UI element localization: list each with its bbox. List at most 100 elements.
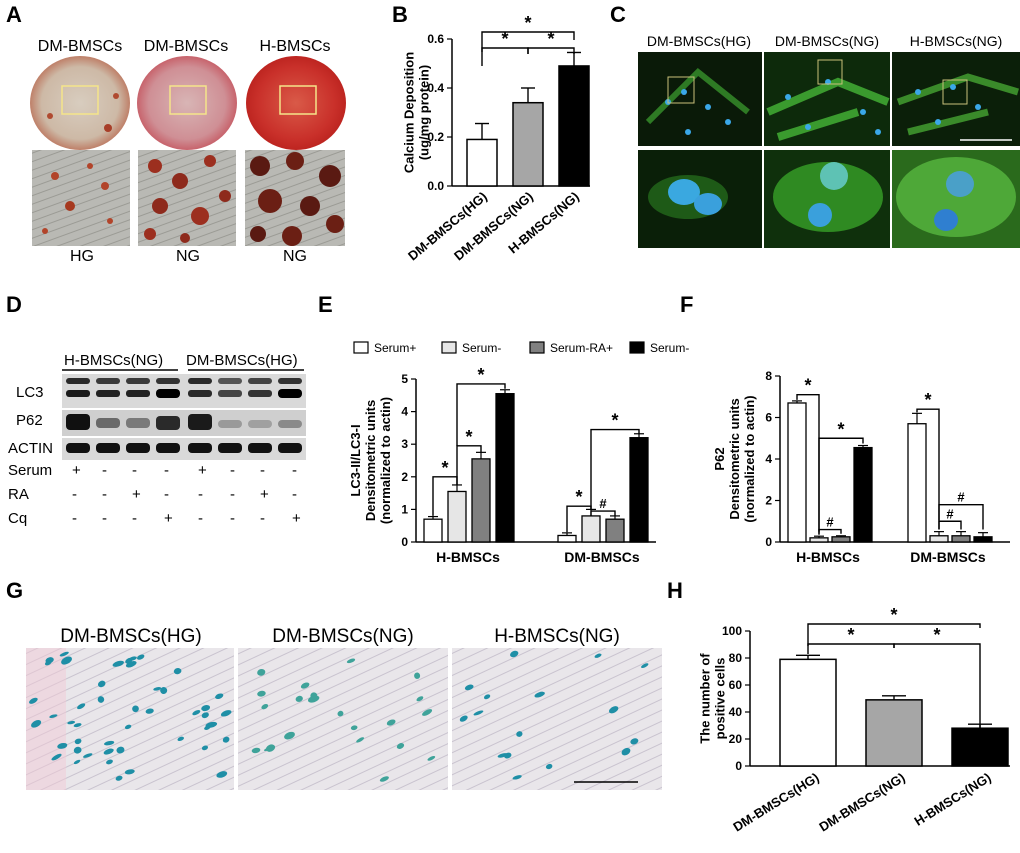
bar	[973, 536, 993, 543]
sig-e-5	[590, 428, 640, 510]
bar	[558, 65, 590, 187]
sig-e-6	[590, 510, 616, 516]
chart-f: 0 2 4 6 8 P62 Densitometric units (normalized t…	[712, 369, 1010, 565]
panel-a-caption-3: NG	[283, 248, 307, 265]
stained-cell	[201, 745, 209, 751]
stained-cell	[77, 703, 86, 710]
stained-cell	[115, 775, 123, 781]
stained-cell	[201, 705, 211, 712]
stained-cell	[534, 691, 545, 698]
bar	[423, 518, 443, 543]
stained-cell	[124, 724, 132, 730]
stained-cell	[300, 682, 310, 689]
bar	[865, 699, 923, 767]
treatment-mark: +	[72, 462, 81, 479]
stained-cell	[204, 725, 211, 730]
y-axis-label-line: LC3-II/LC3-I	[348, 424, 363, 496]
sig-f-6	[938, 503, 984, 530]
x-tick-label: DM-BMSCs(HG)	[405, 189, 490, 264]
y-tick-label: 8	[765, 369, 772, 383]
treatment-mark: -	[72, 510, 77, 527]
bar	[853, 446, 873, 543]
sig-f-5	[938, 520, 962, 530]
y-tick-label: 100	[722, 624, 742, 638]
stained-cell	[29, 697, 38, 704]
sig-bracket-1-2-symbol: *	[501, 29, 508, 49]
sig-h-2-3	[893, 643, 981, 728]
stained-cell	[216, 771, 228, 778]
bar	[495, 393, 515, 543]
treatment-mark: -	[198, 510, 203, 527]
stained-cell	[621, 747, 631, 756]
y-tick-label: 20	[729, 732, 743, 746]
stained-cell	[356, 737, 365, 743]
sig-f-3	[818, 528, 842, 534]
stained-cell	[630, 738, 639, 745]
stained-cell	[44, 660, 52, 666]
fluor-bottom-2-image	[764, 150, 890, 248]
bar	[779, 658, 837, 767]
y-axis-label-line: (normalized to actin)	[742, 395, 757, 522]
stained-cell	[257, 690, 266, 697]
bar	[581, 515, 601, 543]
sig-f-2-symbol: *	[837, 419, 844, 439]
zoom-1-image	[32, 150, 130, 246]
sig-bracket-2-3-symbol: *	[547, 29, 554, 49]
stained-cell	[57, 742, 68, 749]
stained-cell	[545, 763, 553, 770]
stained-cell	[103, 748, 114, 755]
treatment-mark: -	[102, 462, 107, 479]
y-axis-label-line: positive cells	[713, 658, 728, 740]
stained-cell	[220, 710, 232, 717]
blot-lc3-band	[62, 374, 306, 408]
bar	[471, 458, 491, 543]
y-axis-label-line: (ug/mg protein)	[417, 65, 432, 160]
dish-2-image	[137, 56, 237, 150]
y-axis-label-line: Densitometric units	[363, 400, 378, 521]
y-tick-label: 0.6	[427, 32, 444, 46]
treatment-label: RA	[8, 486, 29, 503]
sa-bgal-2-image	[238, 648, 448, 790]
stained-cell	[177, 736, 184, 742]
treatment-mark: -	[230, 462, 235, 479]
bar	[512, 101, 544, 187]
y-axis-label-line: (normalized to actin)	[378, 397, 393, 524]
chart-e: 0 1 2 3 4 5 LC3-II/LC3-I Densitometric units (no…	[348, 341, 690, 565]
dish-1-image	[30, 56, 130, 150]
blot-label-actin: ACTIN	[8, 440, 53, 457]
stained-cell	[427, 755, 436, 761]
blot-actin-band	[62, 438, 306, 460]
treatment-mark: -	[260, 510, 265, 527]
bar	[787, 402, 807, 543]
treatment-mark: -	[132, 510, 137, 527]
panel-g-images	[26, 648, 662, 790]
panel-a-title-3: H-BMSCs	[259, 38, 331, 55]
panel-c-title-2: DM-BMSCs(NG)	[774, 33, 880, 49]
panel-a-title-1: DM-BMSCs	[37, 38, 123, 55]
stained-cell	[74, 738, 82, 745]
sig-h-1-2	[807, 643, 895, 654]
treatment-mark: -	[230, 486, 235, 503]
y-tick-label: 4	[401, 405, 408, 419]
treatment-mark: -	[164, 486, 169, 503]
blot-group-label-1: H-BMSCs(NG)	[64, 352, 164, 369]
stained-cell	[173, 668, 182, 675]
stained-cell	[112, 660, 125, 667]
panel-g-title-3: H-BMSCs(NG)	[494, 626, 620, 647]
stained-cell	[116, 746, 125, 754]
stained-cell	[97, 680, 106, 688]
legend-label: Serum-RA+	[550, 341, 613, 355]
y-axis-label-line: Calcium Deposition	[402, 52, 417, 173]
stained-cell	[379, 776, 389, 782]
y-tick-label: 0	[735, 759, 742, 773]
sig-e-2-symbol: *	[465, 427, 472, 447]
stained-cell	[51, 753, 62, 761]
panel-c-images	[638, 52, 1020, 248]
y-tick-label: 60	[729, 678, 743, 692]
panel-a-images	[30, 56, 346, 246]
y-axis-label: Calcium Deposition (ug/mg protein)	[402, 52, 432, 173]
y-tick-label: 0.0	[427, 179, 444, 193]
y-axis-label: P62 Densitometric units (normalized to act…	[712, 395, 757, 522]
legend-label: Serum+	[374, 341, 416, 355]
